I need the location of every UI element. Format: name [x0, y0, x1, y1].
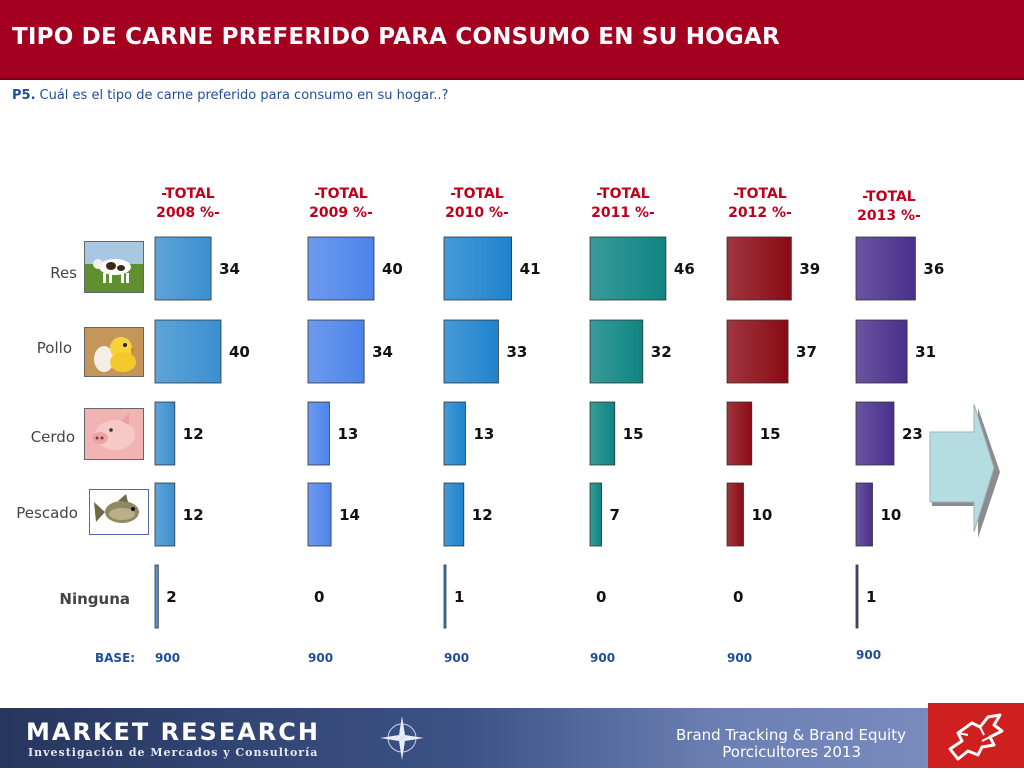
question-label: P5.	[12, 88, 36, 103]
bar	[443, 319, 499, 384]
fish-image	[89, 489, 149, 535]
question-text: P5. Cuál es el tipo de carne preferido pa…	[12, 88, 448, 103]
bar	[726, 319, 789, 384]
data-label: 31	[915, 343, 936, 361]
series-title: 2009 %-	[309, 205, 373, 221]
data-label: 14	[339, 506, 360, 524]
category-label: Ninguna	[59, 590, 130, 608]
bar	[443, 482, 465, 547]
page-title: TIPO DE CARNE PREFERIDO PARA CONSUMO EN …	[12, 24, 780, 50]
category-label: Cerdo	[31, 428, 75, 446]
bar	[154, 401, 176, 466]
base-value: 900	[856, 648, 881, 662]
data-label: 46	[674, 260, 695, 278]
bar	[154, 564, 159, 629]
series-title: 2010 %-	[445, 205, 509, 221]
brand-line-1: Brand Tracking & Brand Equity	[675, 726, 906, 744]
bar	[726, 236, 792, 301]
data-label: 23	[902, 425, 923, 443]
company-subtitle: Investigación de Mercados y Consultoría	[28, 746, 319, 759]
bar	[443, 401, 466, 466]
bar	[443, 236, 513, 301]
category-label: Pescado	[16, 504, 78, 522]
data-label: 10	[881, 506, 902, 524]
data-label: 10	[752, 506, 773, 524]
category-label: Pollo	[37, 339, 72, 357]
data-label: 15	[760, 425, 781, 443]
base-value: 900	[727, 651, 752, 665]
data-label: 2	[166, 588, 176, 606]
data-label: 41	[520, 260, 541, 278]
bar	[154, 482, 176, 547]
compass-icon	[380, 716, 424, 760]
next-arrow-icon[interactable]	[922, 400, 1002, 545]
series-title: -TOTAL	[314, 186, 368, 202]
bar	[307, 401, 330, 466]
data-label: 12	[183, 506, 204, 524]
data-label: 1	[454, 588, 464, 606]
series-title: -TOTAL	[733, 186, 787, 202]
company-name: MARKET RESEARCH	[26, 718, 320, 746]
bar	[726, 401, 753, 466]
series-title: 2008 %-	[156, 205, 220, 221]
bar	[443, 564, 447, 629]
series-title: 2013 %-	[857, 208, 921, 224]
data-label: 34	[372, 343, 393, 361]
bar	[154, 319, 222, 384]
header-bar: TIPO DE CARNE PREFERIDO PARA CONSUMO EN …	[0, 0, 1024, 80]
bar	[726, 482, 744, 547]
series-title: 2011 %-	[591, 205, 655, 221]
data-label: 12	[183, 425, 204, 443]
bar	[589, 482, 602, 547]
data-label: 15	[623, 425, 644, 443]
data-label: 1	[866, 588, 876, 606]
data-label: 33	[506, 343, 527, 361]
pig-image	[84, 408, 144, 460]
data-label: 12	[472, 506, 493, 524]
bar	[589, 319, 644, 384]
bar	[855, 401, 895, 466]
series-title: -TOTAL	[862, 189, 916, 205]
data-label: 40	[382, 260, 403, 278]
series-title: -TOTAL	[596, 186, 650, 202]
data-label: 0	[733, 588, 743, 606]
data-label: 32	[651, 343, 672, 361]
bar	[855, 482, 873, 547]
brand-line-2: Porcicultores 2013	[722, 743, 861, 761]
base-label: BASE:	[95, 651, 135, 665]
data-label: 37	[796, 343, 817, 361]
data-label: 7	[610, 506, 620, 524]
base-value: 900	[590, 651, 615, 665]
bar	[307, 319, 365, 384]
base-value: 900	[308, 651, 333, 665]
bar	[589, 401, 616, 466]
data-label: 36	[923, 260, 944, 278]
bar-chart: ResPolloCerdoPescadoNingunaBASE:-TOTAL20…	[16, 186, 944, 665]
bar	[855, 236, 916, 301]
data-label: 13	[337, 425, 358, 443]
series-title: -TOTAL	[450, 186, 504, 202]
bar	[307, 236, 375, 301]
bar	[589, 236, 667, 301]
data-label: 13	[473, 425, 494, 443]
footer-bar: MARKET RESEARCH Investigación de Mercado…	[0, 708, 1024, 768]
cow-image	[84, 241, 144, 293]
data-label: 40	[229, 343, 250, 361]
bar	[855, 319, 908, 384]
data-label: 0	[596, 588, 606, 606]
data-label: 0	[314, 588, 324, 606]
question-body: Cuál es el tipo de carne preferido para …	[39, 88, 449, 103]
series-title: 2012 %-	[728, 205, 792, 221]
company-logo	[928, 703, 1024, 768]
data-label: 39	[799, 260, 820, 278]
bar	[855, 564, 859, 629]
bar	[307, 482, 332, 547]
series-title: -TOTAL	[161, 186, 215, 202]
base-value: 900	[444, 651, 469, 665]
base-value: 900	[155, 651, 180, 665]
data-label: 34	[219, 260, 240, 278]
chick-image	[84, 327, 144, 377]
bar	[154, 236, 212, 301]
category-label: Res	[50, 264, 77, 282]
